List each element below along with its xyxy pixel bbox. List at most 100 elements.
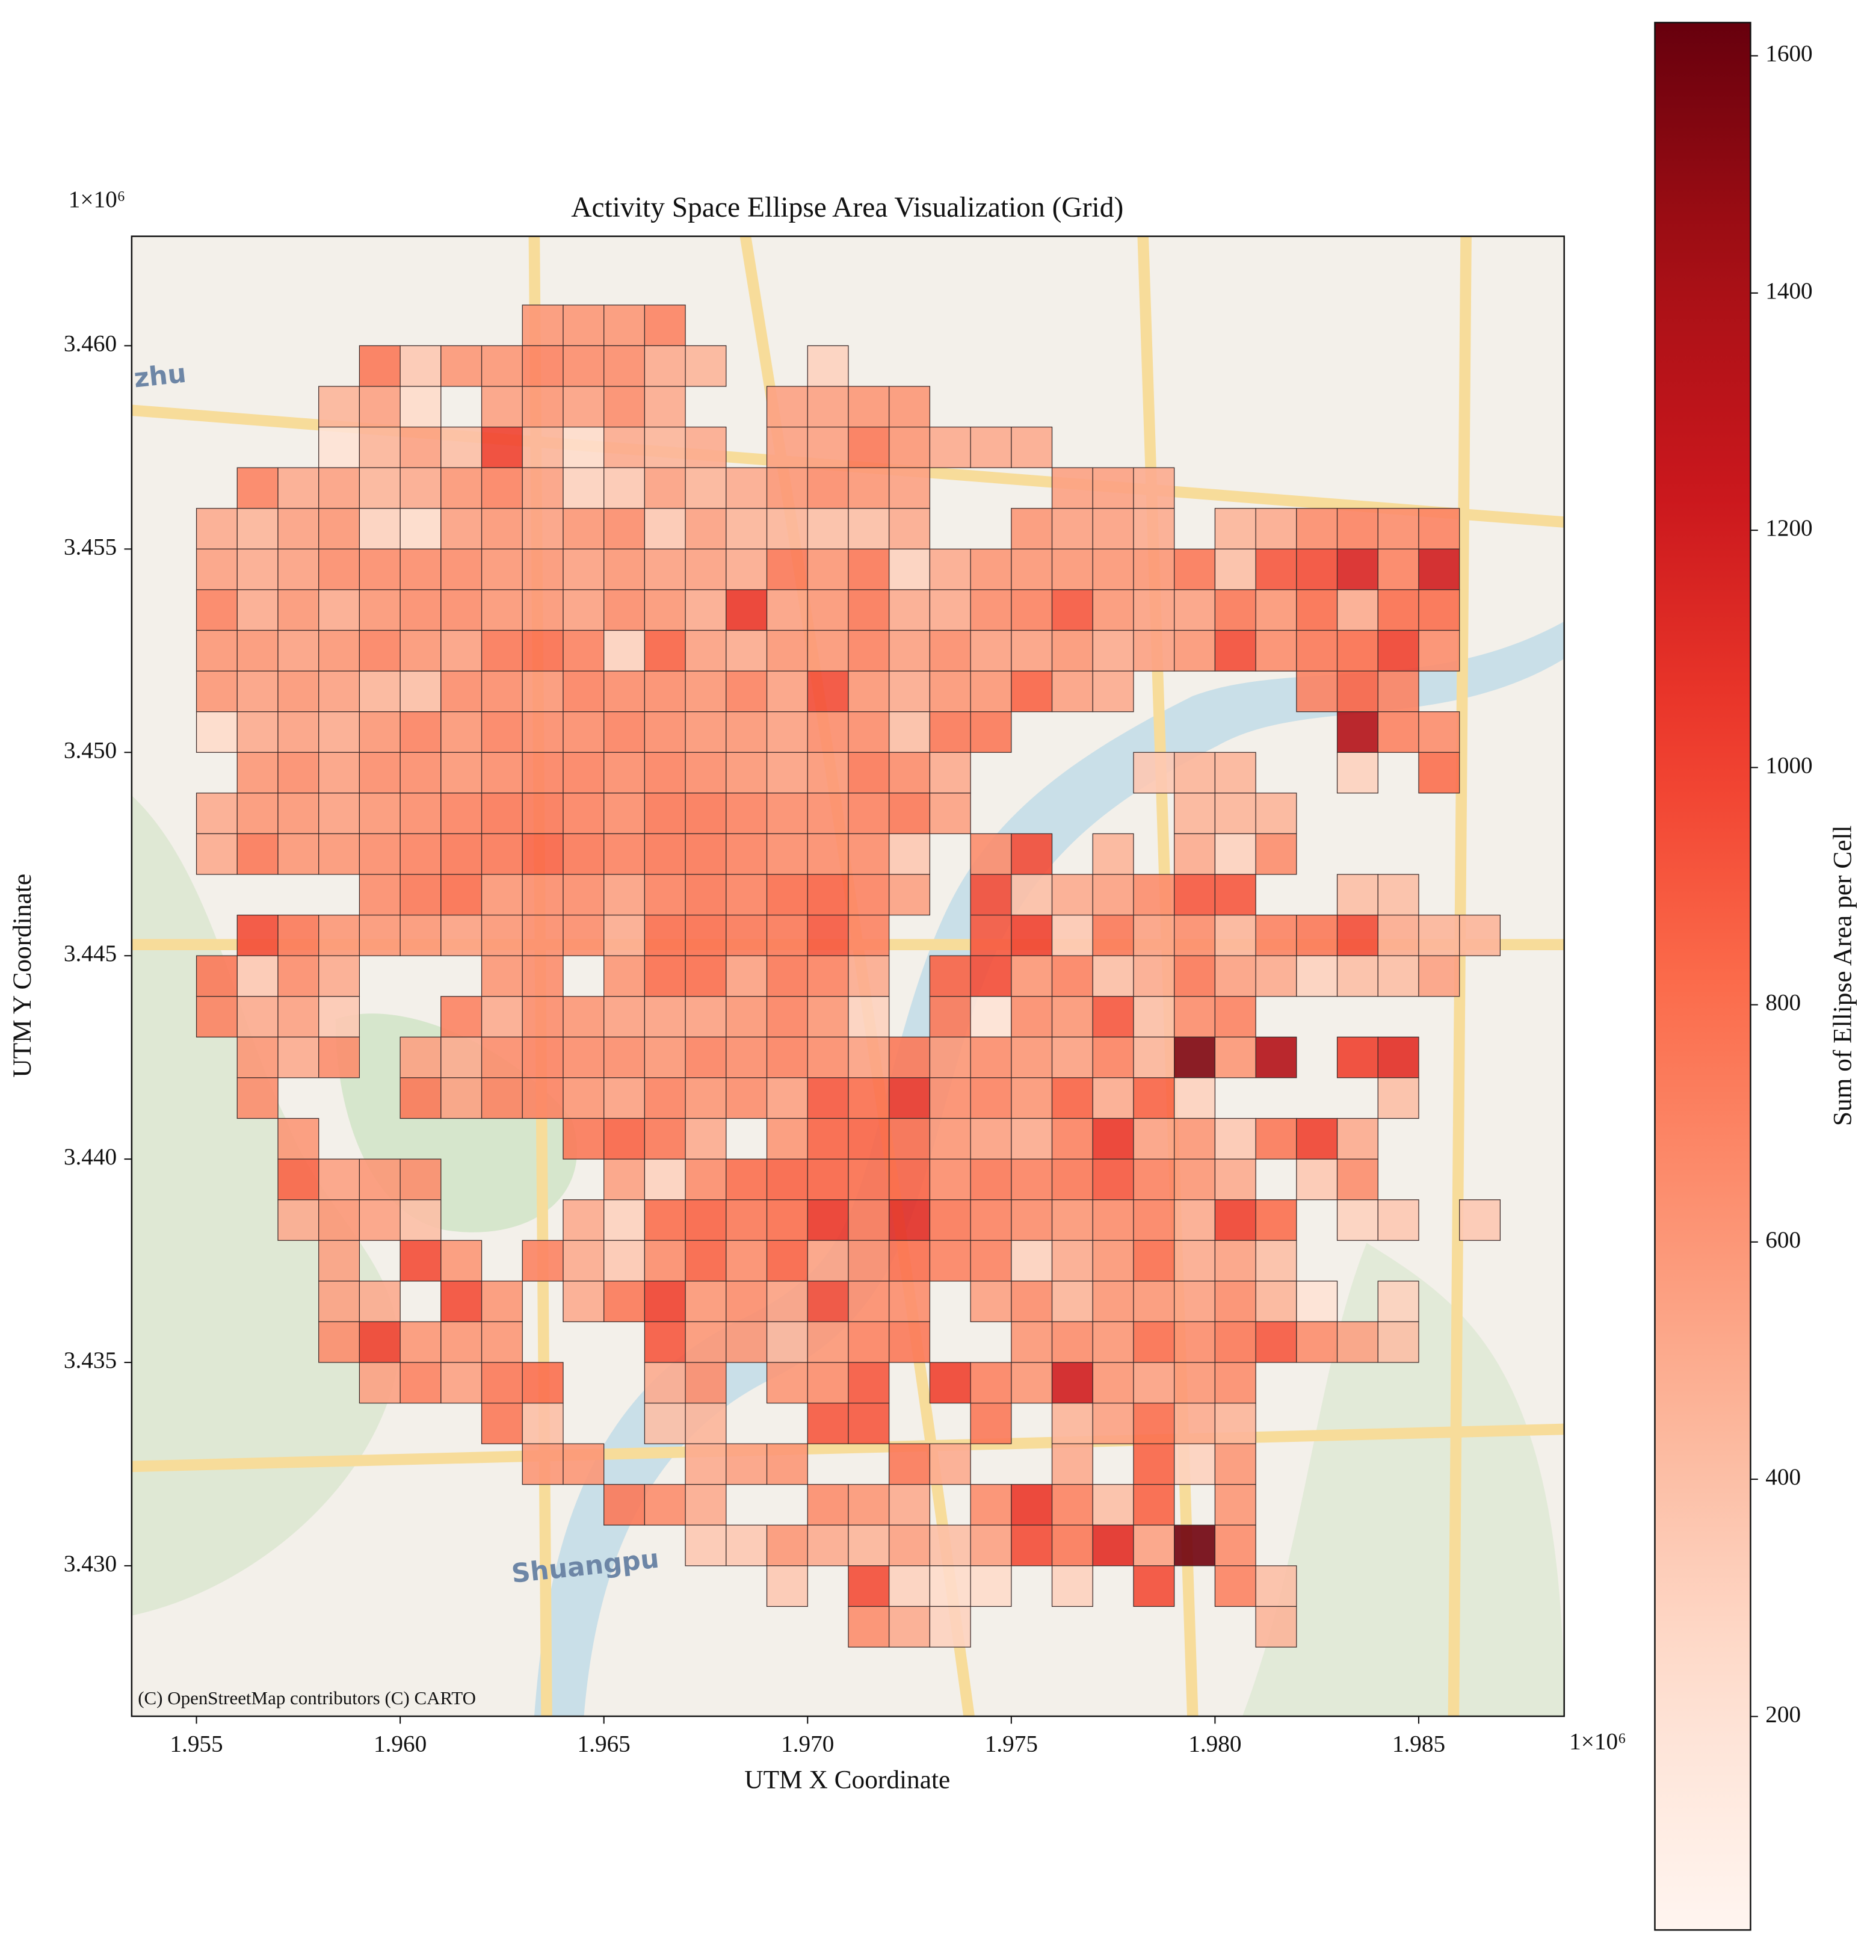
grid-cell (1092, 914, 1134, 956)
grid-cell (400, 548, 442, 590)
grid-cell (685, 1524, 727, 1566)
grid-cell (1011, 914, 1053, 956)
colorbar-label: Sum of Ellipse Area per Cell (1828, 825, 1857, 1126)
grid-cell (522, 386, 564, 428)
grid-cell (277, 670, 319, 713)
grid-cell (1051, 874, 1093, 916)
grid-cell (970, 1036, 1012, 1078)
grid-cell (1092, 996, 1134, 1037)
grid-cell (848, 1240, 890, 1282)
grid-cell (603, 426, 646, 468)
grid-cell (563, 548, 605, 590)
grid-cell (563, 670, 605, 713)
grid-cell (766, 467, 808, 509)
grid-cell (359, 833, 401, 875)
grid-cell (889, 1118, 931, 1160)
grid-cell (929, 1118, 971, 1160)
grid-cell (481, 426, 523, 468)
grid-cell (970, 548, 1012, 590)
grid-cell (889, 1321, 931, 1363)
grid-cell (318, 426, 360, 468)
grid-cell (277, 955, 319, 997)
grid-cell (1255, 833, 1297, 875)
grid-cell (236, 548, 279, 590)
grid-cell (929, 1036, 971, 1078)
grid-cell (1214, 1321, 1256, 1363)
grid-cell (929, 1565, 971, 1607)
grid-cell (970, 1484, 1012, 1526)
grid-cell (848, 1077, 890, 1119)
grid-cell (359, 589, 401, 631)
grid-cell (318, 1158, 360, 1201)
grid-cell (1092, 1077, 1134, 1119)
grid-cell (359, 1158, 401, 1201)
grid-cell (1214, 1240, 1256, 1282)
grid-cell (1255, 1281, 1297, 1323)
grid-cell (970, 833, 1012, 875)
grid-cell (644, 345, 686, 387)
grid-cell (359, 1281, 401, 1323)
grid-cell (848, 1118, 890, 1160)
grid-cell (1133, 1240, 1175, 1282)
grid-cell (685, 1199, 727, 1241)
grid-cell (603, 1281, 646, 1323)
grid-cell (481, 670, 523, 713)
grid-cell (522, 955, 564, 997)
grid-cell (1296, 955, 1338, 997)
grid-cell (400, 670, 442, 713)
grid-cell (1011, 589, 1053, 631)
grid-cell (1255, 955, 1297, 997)
grid-cell (563, 914, 605, 956)
grid-cell (359, 752, 401, 794)
grid-cell (1336, 955, 1378, 997)
grid-cell (1255, 548, 1297, 590)
grid-cell (1092, 1402, 1134, 1444)
grid-cell (1174, 1321, 1216, 1363)
grid-cell (318, 1281, 360, 1323)
grid-cell (929, 793, 971, 835)
grid-cell (603, 833, 646, 875)
grid-cell (929, 426, 971, 468)
grid-cell (522, 996, 564, 1037)
grid-cell (277, 996, 319, 1037)
grid-cell (726, 1036, 768, 1078)
grid-cell (563, 752, 605, 794)
grid-cell (318, 1199, 360, 1241)
y-tick-label: 3.445 (64, 941, 117, 966)
grid-cell (1214, 548, 1256, 590)
grid-cell (1011, 1321, 1053, 1363)
grid-cell (644, 874, 686, 916)
grid-cell (1011, 1524, 1053, 1566)
grid-cell (889, 1281, 931, 1323)
grid-cell (1174, 752, 1216, 794)
grid-cell (766, 793, 808, 835)
grid-cell (766, 629, 808, 672)
grid-cell (1418, 914, 1460, 956)
grid-cell (685, 345, 727, 387)
grid-cell (603, 1118, 646, 1160)
grid-cell (1214, 1565, 1256, 1607)
grid-cell (277, 711, 319, 753)
grid-cell (1133, 1402, 1175, 1444)
grid-cell (277, 589, 319, 631)
grid-cell (1459, 914, 1501, 956)
grid-cell (359, 508, 401, 549)
grid-cell (1214, 1402, 1256, 1444)
grid-cell (603, 752, 646, 794)
grid-cell (685, 833, 727, 875)
grid-cell (766, 508, 808, 549)
grid-cell (522, 1240, 564, 1282)
grid-cell (848, 833, 890, 875)
grid-cell (522, 752, 564, 794)
grid-cell (1092, 1281, 1134, 1323)
grid-cell (236, 467, 279, 509)
grid-cell (563, 1036, 605, 1078)
grid-cell (1011, 548, 1053, 590)
grid-cell (1092, 548, 1134, 590)
grid-cell (1296, 548, 1338, 590)
grid-cell (400, 752, 442, 794)
grid-cell (481, 874, 523, 916)
grid-cell (1051, 955, 1093, 997)
grid-cell (929, 548, 971, 590)
grid-cell (1296, 1321, 1338, 1363)
